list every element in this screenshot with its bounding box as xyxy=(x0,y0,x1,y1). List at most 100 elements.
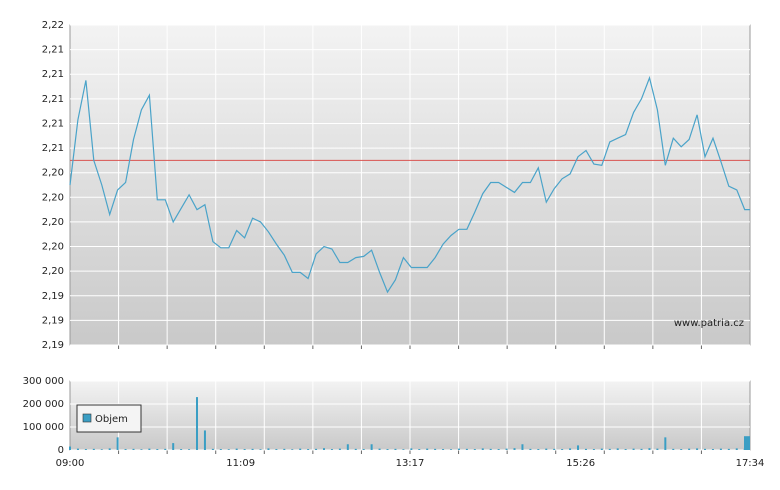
y-tick-label: 2,21 xyxy=(42,69,64,80)
volume-bar xyxy=(330,449,333,450)
volume-bar xyxy=(481,448,484,450)
volume-bar xyxy=(283,448,286,450)
volume-bar xyxy=(418,449,421,450)
volume-bar xyxy=(632,448,635,450)
volume-bar xyxy=(569,448,572,450)
y-tick-label: 2,19 xyxy=(42,291,64,302)
y-tick-label: 2,21 xyxy=(42,118,64,129)
volume-bar xyxy=(132,448,135,450)
volume-bar xyxy=(307,449,310,450)
volume-bar xyxy=(116,437,119,450)
volume-bar xyxy=(592,449,595,450)
y-tick-label: 2,19 xyxy=(42,315,64,326)
volume-bar xyxy=(537,449,540,450)
volume-bar xyxy=(442,449,445,450)
y-tick-label: 0 xyxy=(58,445,64,456)
legend-swatch xyxy=(82,413,92,423)
volume-bar xyxy=(140,449,143,450)
volume-bar xyxy=(672,448,675,450)
volume-bar xyxy=(616,448,619,450)
volume-bar xyxy=(354,448,357,450)
volume-bar xyxy=(84,449,87,450)
volume-bar xyxy=(243,449,246,450)
volume-bar xyxy=(457,448,460,450)
volume-bar xyxy=(291,449,294,450)
volume-bar xyxy=(656,448,659,450)
volume-bar xyxy=(148,448,151,450)
volume-bar xyxy=(378,448,381,450)
y-tick-label: 2,20 xyxy=(42,242,64,253)
y-tick-label: 2,21 xyxy=(42,45,64,56)
volume-bar xyxy=(410,448,413,450)
volume-bar xyxy=(521,444,524,450)
volume-bar xyxy=(545,448,548,450)
volume-bar xyxy=(235,448,238,450)
volume-bar xyxy=(172,443,175,450)
x-tick-label: 17:34 xyxy=(736,458,765,469)
volume-bar xyxy=(450,449,453,450)
volume-bar xyxy=(600,448,603,450)
y-tick-label: 2,19 xyxy=(42,340,64,351)
x-tick-label: 11:09 xyxy=(226,458,255,469)
volume-bar xyxy=(704,448,707,450)
volume-bar xyxy=(259,449,262,450)
volume-bar xyxy=(203,430,206,450)
y-tick-label: 300 000 xyxy=(23,376,64,387)
volume-bar xyxy=(426,448,429,450)
volume-bar xyxy=(402,449,405,450)
volume-bar xyxy=(624,449,627,450)
y-tick-label: 200 000 xyxy=(23,399,64,410)
y-tick-label: 2,20 xyxy=(42,192,64,203)
volume-bar xyxy=(370,444,373,450)
volume-bar xyxy=(648,448,651,450)
volume-bar xyxy=(386,449,389,450)
volume-bar xyxy=(735,448,738,450)
price-line xyxy=(69,75,750,294)
y-tick-label: 2,21 xyxy=(42,143,64,154)
source-label: www.patria.cz xyxy=(674,318,744,329)
volume-bar xyxy=(664,437,667,450)
volume-bar xyxy=(640,448,643,450)
volume-bar xyxy=(346,444,349,450)
volume-bar xyxy=(696,448,699,450)
volume-bar xyxy=(577,445,580,450)
volume-bar xyxy=(323,448,326,450)
volume-bar xyxy=(164,448,167,450)
y-tick-label: 2,22 xyxy=(42,20,64,31)
volume-bar xyxy=(315,448,318,450)
volume-bar xyxy=(489,448,492,450)
volume-bar xyxy=(180,449,183,450)
volume-bar xyxy=(156,449,159,450)
volume-bar xyxy=(394,448,397,450)
volume-bar xyxy=(196,397,199,450)
volume-bar xyxy=(124,449,127,450)
volume-bar xyxy=(465,448,468,450)
volume-bar xyxy=(561,449,564,450)
volume-bar xyxy=(711,449,714,450)
volume-bar xyxy=(338,448,341,450)
volume-bar xyxy=(251,448,254,450)
volume-bar xyxy=(473,449,476,450)
volume-bar xyxy=(100,449,103,450)
volume-bar xyxy=(680,449,683,450)
volume-bar xyxy=(69,446,71,450)
volume-bar xyxy=(553,448,556,450)
volume-bar xyxy=(434,448,437,450)
volume-bar xyxy=(608,448,611,450)
volume-bar xyxy=(76,448,79,450)
y-tick-label: 100 000 xyxy=(23,422,64,433)
y-tick-label: 2,21 xyxy=(42,94,64,105)
volume-bar xyxy=(744,436,750,450)
volume-bar xyxy=(275,449,278,450)
volume-bar xyxy=(92,448,95,450)
y-tick-label: 2,20 xyxy=(42,266,64,277)
volume-bar xyxy=(513,448,516,450)
y-tick-label: 2,20 xyxy=(42,217,64,228)
volume-bar xyxy=(267,448,270,450)
volume-bar xyxy=(227,449,230,450)
legend-box xyxy=(76,404,142,433)
legend-label: Objem xyxy=(95,414,128,425)
volume-bar xyxy=(719,448,722,450)
volume-bar xyxy=(727,448,730,450)
volume-bar xyxy=(219,449,222,450)
